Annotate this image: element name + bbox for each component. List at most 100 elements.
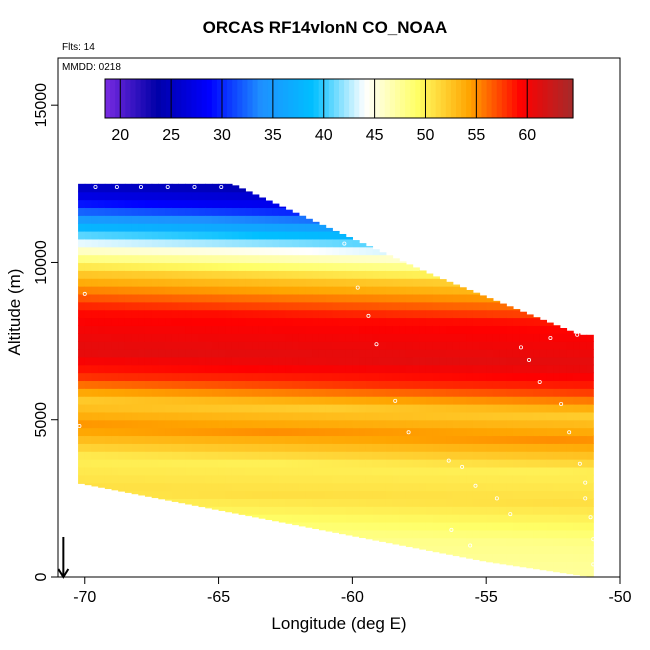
field-cell (78, 301, 86, 311)
field-cell (231, 380, 240, 389)
field-cell (405, 514, 414, 523)
field-cell (98, 388, 106, 397)
field-cell (372, 459, 380, 468)
field-cell (104, 301, 113, 311)
field-cell (559, 506, 568, 515)
field-cell (151, 231, 159, 240)
field-cell (492, 380, 501, 389)
field-cell (151, 317, 159, 326)
field-cell (312, 301, 320, 311)
field-cell (104, 443, 113, 452)
field-cell (111, 325, 119, 334)
field-cell (365, 309, 374, 319)
field-cell (191, 435, 200, 444)
field-cell (439, 419, 447, 429)
field-cell (412, 364, 420, 374)
field-cell (579, 427, 588, 437)
field-cell (285, 325, 293, 334)
field-cell (218, 333, 226, 342)
field-cell (292, 341, 300, 350)
field-cell (198, 301, 206, 311)
field-cell (205, 278, 213, 287)
field-cell (412, 466, 420, 476)
field-cell (118, 293, 126, 303)
field-cell (225, 372, 233, 382)
colorbar-segment (389, 79, 396, 118)
field-cell (539, 537, 548, 547)
field-cell (419, 482, 427, 492)
field-cell (124, 183, 133, 193)
field-cell (185, 317, 193, 326)
field-cell (559, 514, 568, 523)
field-cell (78, 238, 86, 248)
field-cell (151, 474, 159, 484)
field-cell (165, 411, 173, 421)
colorbar-segment (466, 79, 472, 118)
field-cell (399, 333, 407, 342)
field-cell (98, 451, 106, 460)
colorbar-segment (328, 79, 335, 118)
field-cell (252, 199, 260, 209)
field-cell (292, 490, 300, 499)
field-cell (466, 348, 474, 358)
field-cell (312, 419, 320, 429)
colorbar-segment (160, 79, 167, 118)
field-cell (539, 372, 548, 382)
field-cell (151, 388, 159, 397)
field-cell (339, 435, 347, 444)
field-cell (365, 325, 374, 334)
field-cell (446, 443, 454, 452)
field-cell (225, 183, 233, 193)
field-cell (305, 246, 313, 256)
field-cell (325, 270, 333, 279)
field-cell (479, 466, 487, 476)
field-cell (459, 514, 467, 523)
field-cell (573, 356, 581, 366)
field-cell (519, 348, 527, 358)
field-cell (553, 356, 561, 366)
field-cell (178, 482, 186, 492)
field-cell (359, 333, 367, 342)
field-cell (345, 427, 353, 437)
field-cell (539, 325, 548, 334)
field-cell (144, 348, 153, 358)
field-cell (332, 301, 340, 311)
field-cell (506, 364, 514, 374)
field-cell (452, 325, 461, 334)
field-cell (446, 317, 454, 326)
field-cell (499, 309, 507, 319)
field-cell (198, 317, 206, 326)
field-cell (459, 325, 467, 334)
field-cell (131, 466, 139, 476)
field-cell (278, 474, 287, 484)
field-cell (292, 325, 300, 334)
field-cell (466, 506, 474, 515)
field-cell (566, 443, 574, 452)
field-cell (506, 341, 514, 350)
field-cell (539, 341, 548, 350)
field-cell (124, 348, 133, 358)
field-cell (459, 356, 467, 366)
field-cell (526, 514, 534, 523)
field-cell (352, 240, 360, 248)
field-cell (91, 348, 99, 358)
field-cell (479, 380, 487, 389)
field-cell (171, 364, 180, 374)
field-cell (579, 334, 588, 342)
field-cell (459, 404, 467, 413)
flight-point (548, 335, 553, 340)
field-cell (265, 278, 273, 287)
field-cell (352, 286, 360, 295)
field-cell (165, 372, 173, 382)
colorbar-segment (283, 79, 289, 118)
field-cell (144, 443, 153, 452)
colorbar-segment (547, 79, 554, 118)
field-cell (225, 254, 233, 264)
field-cell (526, 474, 534, 484)
field-cell (225, 427, 233, 437)
field-cell (312, 246, 320, 256)
field-cell (252, 380, 260, 389)
field-cell (472, 514, 481, 523)
field-cell (526, 506, 534, 515)
field-cell (211, 451, 220, 460)
